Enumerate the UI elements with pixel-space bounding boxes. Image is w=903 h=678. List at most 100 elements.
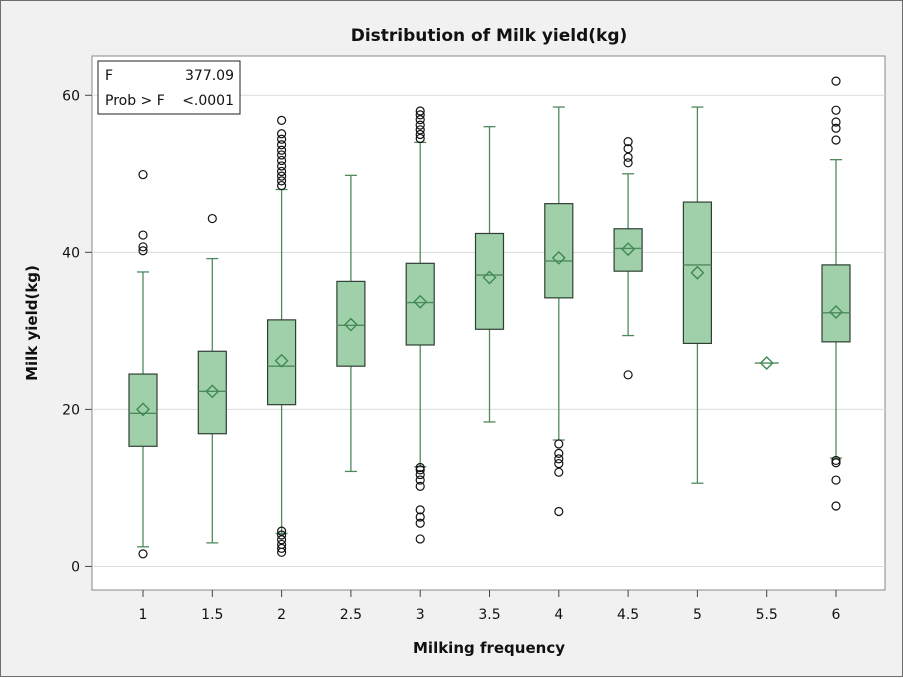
outlier-point: [415, 481, 425, 491]
stat-f-value: 377.09: [185, 68, 234, 84]
mean-marker: [205, 384, 220, 399]
x-tick-label-1: 1: [139, 607, 148, 623]
stat-f-label: F: [105, 68, 113, 84]
outlier-point: [831, 135, 841, 145]
box-group-2: [267, 115, 297, 557]
x-tick-label-4.5: 4.5: [617, 607, 639, 623]
mean-marker: [343, 317, 358, 332]
box-group-1: [128, 169, 158, 559]
outlier-point: [831, 455, 841, 466]
outlier-point: [623, 152, 633, 162]
outlier-point: [554, 454, 564, 464]
outlier-point: [277, 171, 287, 181]
outlier-point: [138, 549, 148, 559]
outlier-point: [415, 106, 425, 116]
outlier-point: [277, 180, 287, 191]
mean-marker: [482, 270, 497, 285]
iqr-box: [336, 280, 366, 367]
outlier-point: [831, 105, 841, 115]
outlier-point: [554, 467, 564, 477]
iqr-box: [613, 228, 643, 272]
outlier-point: [554, 458, 564, 469]
box-group-5: [682, 106, 713, 484]
x-tick-label-1.5: 1.5: [201, 607, 223, 623]
outlier-point: [277, 145, 287, 155]
outlier-point: [277, 176, 287, 186]
outlier-point: [415, 462, 425, 473]
outlier-point: [207, 213, 217, 224]
outlier-point: [277, 535, 287, 545]
outlier-point: [831, 123, 841, 133]
outlier-point: [415, 518, 425, 528]
x-axis-label: Milking frequency: [413, 639, 565, 657]
outlier-point: [277, 166, 287, 177]
outlier-point: [277, 530, 287, 540]
outlier-point: [277, 140, 287, 150]
outlier-point: [831, 76, 841, 86]
iqr-box: [128, 373, 158, 447]
outlier-point: [277, 129, 287, 139]
box-group-5.5: [754, 356, 779, 371]
x-tick-label-5.5: 5.5: [756, 607, 778, 623]
outlier-point: [415, 505, 425, 515]
outlier-point: [277, 150, 287, 160]
x-tick-label-3.5: 3.5: [478, 607, 500, 623]
outlier-point: [277, 543, 287, 553]
box-group-3: [405, 106, 435, 544]
box-group-2.5: [336, 174, 366, 473]
mean-marker: [413, 294, 428, 309]
x-axis-ticks: 1 1.5 2 2.5 3 3.5 4 4.5 5 5.5 6: [139, 590, 841, 623]
iqr-box: [267, 319, 297, 406]
outlier-point: [415, 475, 425, 485]
y-tick-label-20: 20: [62, 402, 80, 418]
box-series: [128, 76, 851, 559]
x-tick-label-3: 3: [416, 607, 425, 623]
x-tick-label-2: 2: [277, 607, 286, 623]
outlier-point: [138, 230, 148, 240]
x-tick-label-5: 5: [693, 607, 702, 623]
mean-marker: [136, 402, 150, 417]
outlier-point: [415, 512, 425, 522]
outlier-point: [415, 133, 425, 144]
y-axis-label: Milk yield(kg): [23, 265, 41, 381]
box-group-6: [821, 76, 851, 511]
mean-marker: [621, 242, 636, 257]
outlier-point: [277, 526, 287, 536]
chart-title: Distribution of Milk yield(kg): [351, 26, 628, 46]
outlier-point: [415, 469, 425, 480]
outlier-point: [277, 134, 287, 144]
plot-area: 0 20 40 60 1 1.5 2 2.5 3 3.5 4 4.5 5 5.5 6 F 377.09 P…: [62, 55, 886, 623]
x-tick-label-2.5: 2.5: [340, 607, 362, 623]
outlier-point: [277, 115, 287, 125]
stat-prob-value: <.0001: [182, 93, 234, 109]
outlier-point: [554, 439, 564, 449]
outlier-point: [277, 155, 287, 166]
outlier-point: [138, 246, 148, 256]
y-tick-label-60: 60: [62, 88, 80, 104]
outlier-point: [415, 465, 425, 475]
mean-marker: [274, 353, 289, 368]
x-tick-label-6: 6: [832, 607, 841, 623]
iqr-box: [197, 350, 227, 435]
outlier-point: [831, 501, 841, 511]
outlier-point: [623, 158, 633, 168]
anova-stats-box: F 377.09 Prob > F <.0001: [97, 60, 241, 115]
outlier-point: [415, 110, 425, 120]
iqr-box: [544, 203, 574, 299]
outlier-point: [831, 458, 841, 468]
outlier-point: [623, 136, 633, 147]
box-group-3.5: [474, 126, 505, 423]
outlier-point: [623, 370, 633, 380]
mean-marker: [690, 265, 705, 280]
outlier-point: [415, 120, 425, 130]
y-axis-ticks: 0 20 40 60: [62, 88, 92, 575]
mean-marker: [829, 305, 843, 319]
outlier-point: [277, 539, 287, 550]
outlier-point: [623, 144, 633, 154]
iqr-box: [682, 201, 713, 345]
outlier-point: [415, 115, 425, 125]
y-tick-label-0: 0: [71, 559, 80, 575]
outlier-point: [831, 117, 841, 127]
